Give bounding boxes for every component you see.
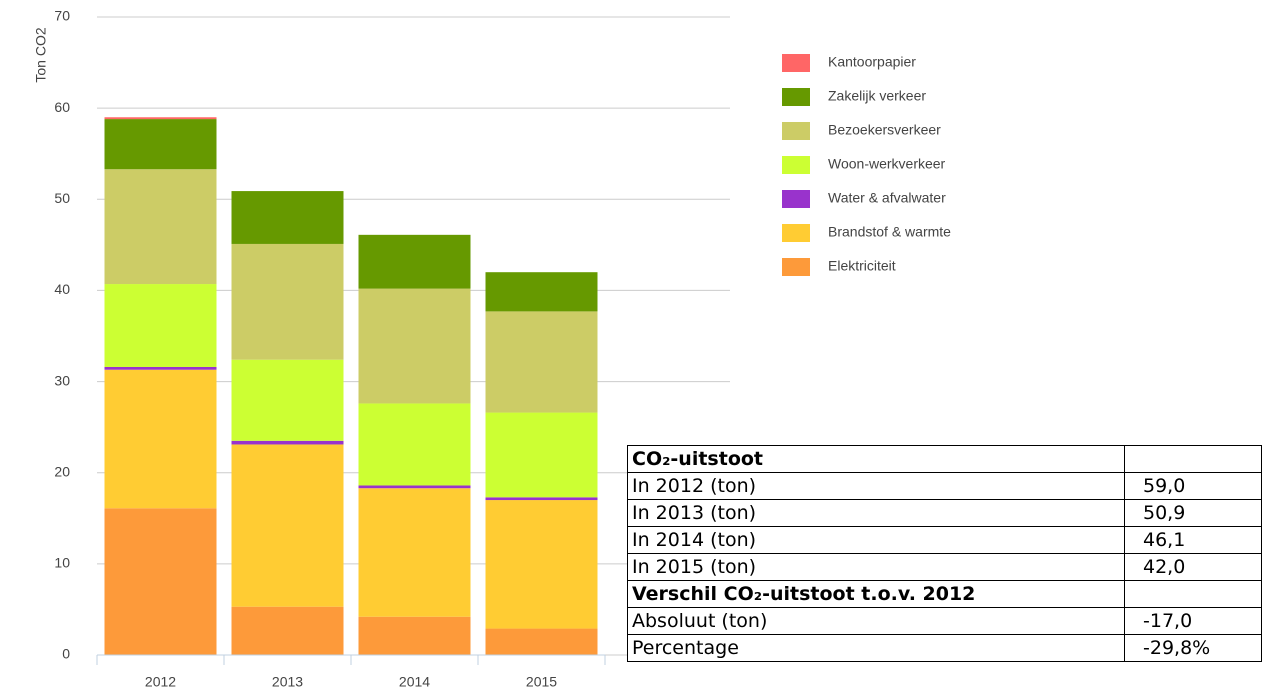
table-cell: In 2013 (ton): [627, 499, 1125, 527]
bar-segment: [358, 403, 471, 486]
x-tick-label: 2015: [526, 674, 557, 690]
bar-segment: [104, 119, 217, 170]
legend-label: Woon-werkverkeer: [828, 156, 946, 172]
legend-label: Water & afvalwater: [828, 190, 946, 206]
table-cell: 42,0: [1124, 553, 1262, 581]
bar-segment: [485, 500, 598, 629]
legend-swatch: [782, 54, 810, 72]
table-row: In 2012 (ton) 59,0: [627, 472, 1262, 500]
bar-segment: [358, 616, 471, 655]
table-cell: 50,9: [1124, 499, 1262, 527]
bar-segment: [104, 117, 217, 120]
table-row: CO₂-uitstoot: [627, 445, 1262, 473]
y-tick-label: 30: [54, 372, 70, 388]
bar-segment: [231, 243, 344, 360]
bar-segment: [104, 284, 217, 367]
y-axis-label: Ton CO2: [33, 27, 49, 82]
bar-segment: [231, 191, 344, 244]
bar-segment: [104, 169, 217, 285]
table-cell: Percentage: [627, 634, 1125, 662]
bar-segment: [358, 234, 471, 289]
table-cell: 46,1: [1124, 526, 1262, 554]
legend-swatch: [782, 190, 810, 208]
x-tick-label: 2014: [399, 674, 430, 690]
legend-label: Kantoorpapier: [828, 54, 916, 70]
bar-segment: [231, 359, 344, 441]
bar-segment: [485, 497, 598, 501]
table-row: Percentage -29,8%: [627, 634, 1262, 662]
legend-label: Elektriciteit: [828, 258, 896, 274]
bar-segment: [358, 488, 471, 617]
bar-segment: [485, 412, 598, 498]
summary-table: CO₂-uitstoot In 2012 (ton) 59,0 In 2013 (to…: [627, 445, 1262, 662]
y-tick-label: 40: [54, 281, 70, 297]
legend-label: Zakelijk verkeer: [828, 88, 926, 104]
table-row: Absoluut (ton) -17,0: [627, 607, 1262, 635]
table-row: In 2013 (ton) 50,9: [627, 499, 1262, 527]
table-cell: In 2015 (ton): [627, 553, 1125, 581]
y-tick-label: 50: [54, 190, 70, 206]
table-cell: In 2014 (ton): [627, 526, 1125, 554]
bar-segment: [358, 288, 471, 404]
bar-segment: [485, 272, 598, 312]
table-cell: CO₂-uitstoot: [627, 445, 1125, 473]
legend-swatch: [782, 156, 810, 174]
y-tick-label: 60: [54, 99, 70, 115]
legend-swatch: [782, 88, 810, 106]
table-cell: 59,0: [1124, 472, 1262, 500]
x-tick-label: 2013: [272, 674, 303, 690]
legend-label: Brandstof & warmte: [828, 224, 951, 240]
legend-swatch: [782, 258, 810, 276]
y-tick-label: 10: [54, 555, 70, 571]
x-tick-label: 2012: [145, 674, 176, 690]
bar-segment: [231, 606, 344, 655]
table-cell: -29,8%: [1124, 634, 1262, 662]
bar-segment: [104, 366, 217, 370]
bar-segment: [358, 485, 471, 489]
table-row: In 2014 (ton) 46,1: [627, 526, 1262, 554]
table-row: In 2015 (ton) 42,0: [627, 553, 1262, 581]
y-tick-label: 20: [54, 463, 70, 479]
table-cell: In 2012 (ton): [627, 472, 1125, 500]
bar-segment: [485, 628, 598, 655]
table-row: Verschil CO₂-uitstoot t.o.v. 2012: [627, 580, 1262, 608]
y-tick-label: 0: [62, 646, 70, 662]
y-tick-label: 70: [54, 8, 70, 24]
table-cell: Verschil CO₂-uitstoot t.o.v. 2012: [627, 580, 1125, 608]
table-cell: Absoluut (ton): [627, 607, 1125, 635]
bar-segment: [104, 369, 217, 509]
table-cell: [1124, 445, 1262, 473]
bar-segment: [231, 444, 344, 607]
legend-swatch: [782, 224, 810, 242]
table-cell: [1124, 580, 1262, 608]
bar-segment: [485, 311, 598, 413]
bar-segment: [231, 440, 344, 445]
legend-swatch: [782, 122, 810, 140]
legend-label: Bezoekersverkeer: [828, 122, 941, 138]
bar-segment: [104, 508, 217, 655]
table-cell: -17,0: [1124, 607, 1262, 635]
